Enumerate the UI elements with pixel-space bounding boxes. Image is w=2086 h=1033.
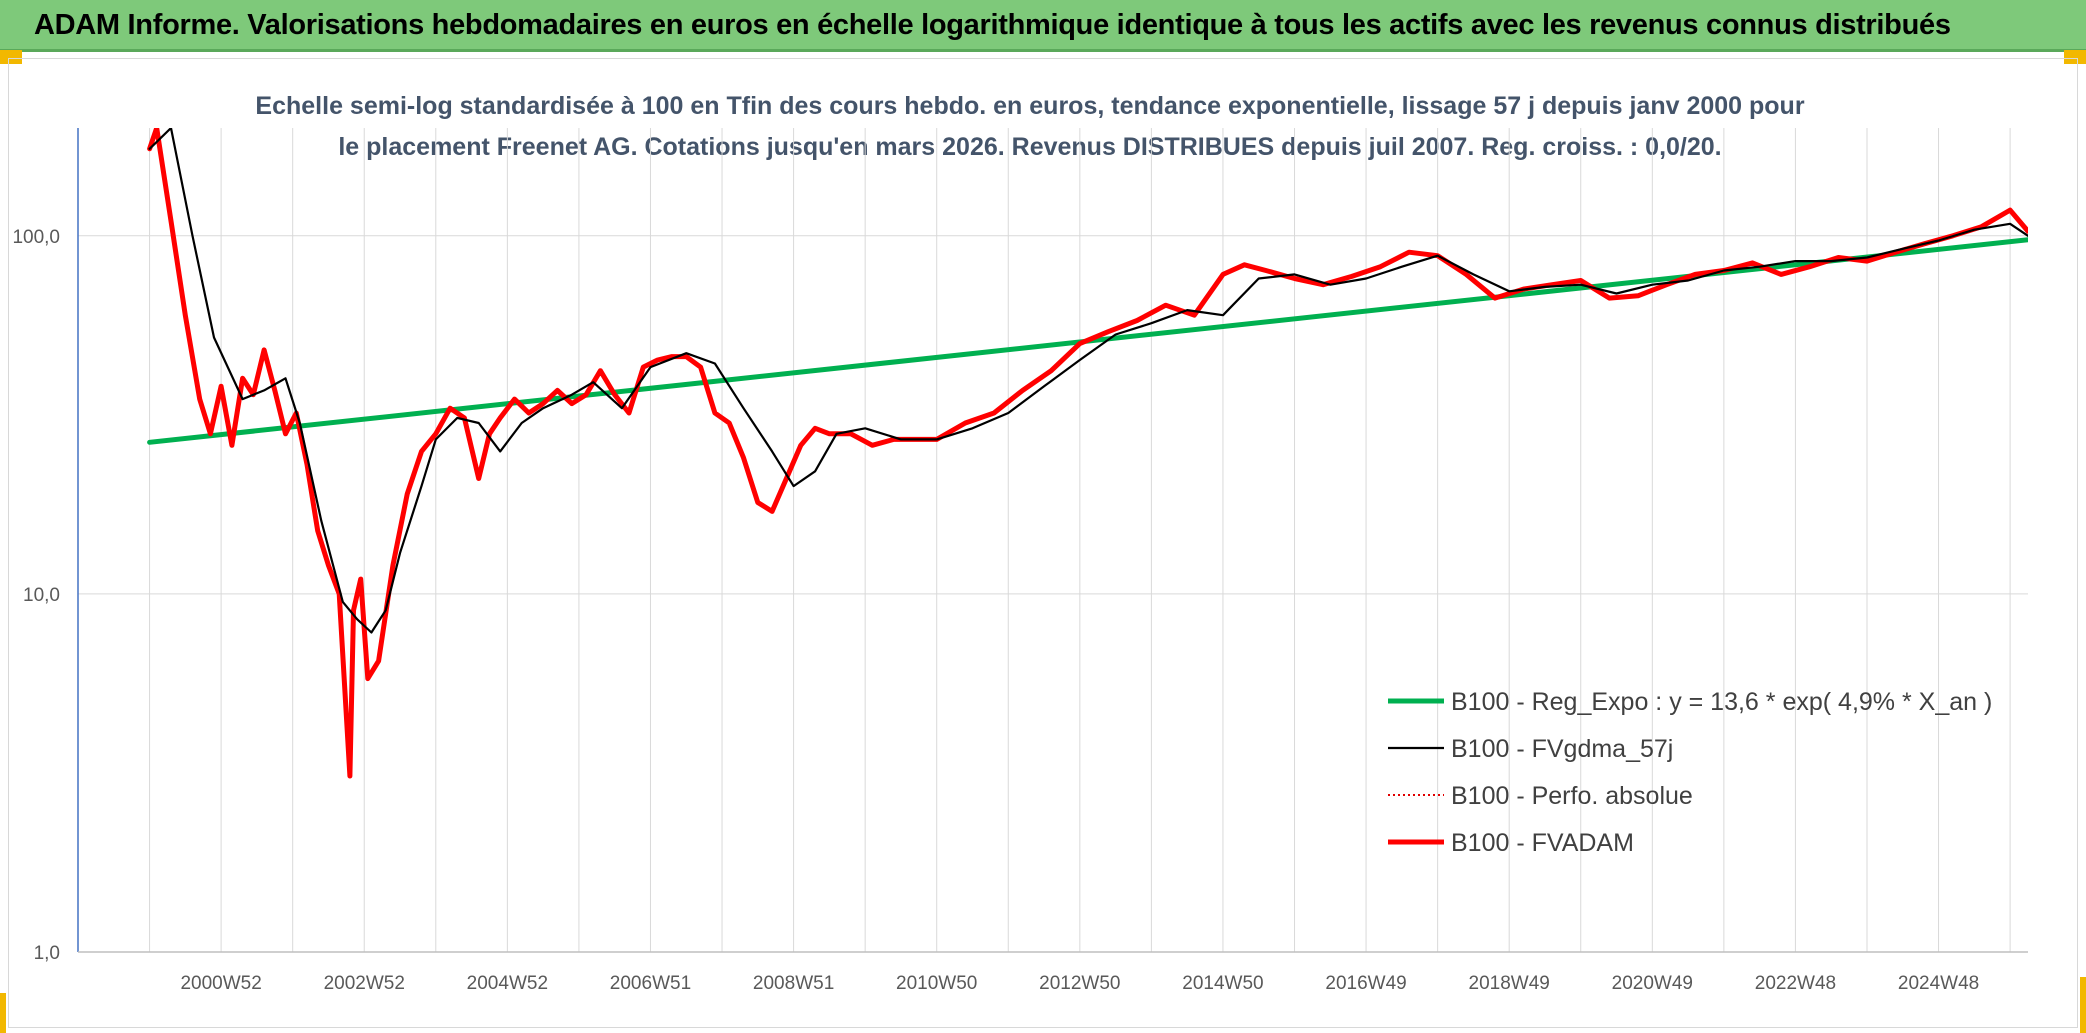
series-lines <box>147 128 2028 779</box>
legend-label-4: B100 - FVADAM <box>1451 829 1634 857</box>
grid-lines <box>78 128 2028 953</box>
y-tick-label: 1,0 <box>34 943 60 964</box>
legend-label-2: B100 - FVgdma_57j <box>1451 735 1673 763</box>
x-tick-label: 2016W49 <box>1325 973 1406 994</box>
x-tick-label: 2010W50 <box>896 973 977 994</box>
series-line-4 <box>147 128 2028 779</box>
x-tick-label: 2014W50 <box>1182 973 1263 994</box>
x-tick-label: 2022W48 <box>1755 973 1836 994</box>
x-tick-label: 2006W51 <box>610 973 691 994</box>
series-line-2 <box>148 128 2028 634</box>
report-title: ADAM Informe. Valorisations hebdomadaire… <box>34 9 1951 41</box>
corner-marker-bottom-right <box>2080 977 2086 1033</box>
x-tick-label: 2020W49 <box>1612 973 1693 994</box>
y-tick-label: 100,0 <box>12 227 60 248</box>
x-tick-label: 2000W52 <box>180 973 261 994</box>
x-tick-label: 2012W50 <box>1039 973 1120 994</box>
corner-marker-bottom-left <box>0 993 6 1033</box>
x-tick-label: 2018W49 <box>1469 973 1550 994</box>
chart-frame <box>8 58 2078 1028</box>
y-tick-label: 10,0 <box>23 585 60 606</box>
chart-subtitle: Echelle semi-log standardisée à 100 en T… <box>255 92 1805 161</box>
x-tick-label: 2024W48 <box>1898 973 1979 994</box>
x-tick-label: 2004W52 <box>467 973 548 994</box>
legend: B100 - Reg_Expo : y = 13,6 * exp( 4,9% *… <box>1388 688 1992 857</box>
legend-label-3: B100 - Perfo. absolue <box>1451 782 1693 810</box>
corner-marker-top-right <box>2064 50 2086 64</box>
x-tick-label: 2002W52 <box>324 973 405 994</box>
x-tick-label: 2008W51 <box>753 973 834 994</box>
axes: 100,0 10,0 1,0 2000W52 2002W52 2004W52 2006W51… <box>12 128 2028 994</box>
legend-label-1: B100 - Reg_Expo : y = 13,6 * exp( 4,9% *… <box>1451 688 1992 716</box>
corner-marker-top-left <box>0 50 22 64</box>
report-header: ADAM Informe. Valorisations hebdomadaire… <box>0 0 2086 52</box>
